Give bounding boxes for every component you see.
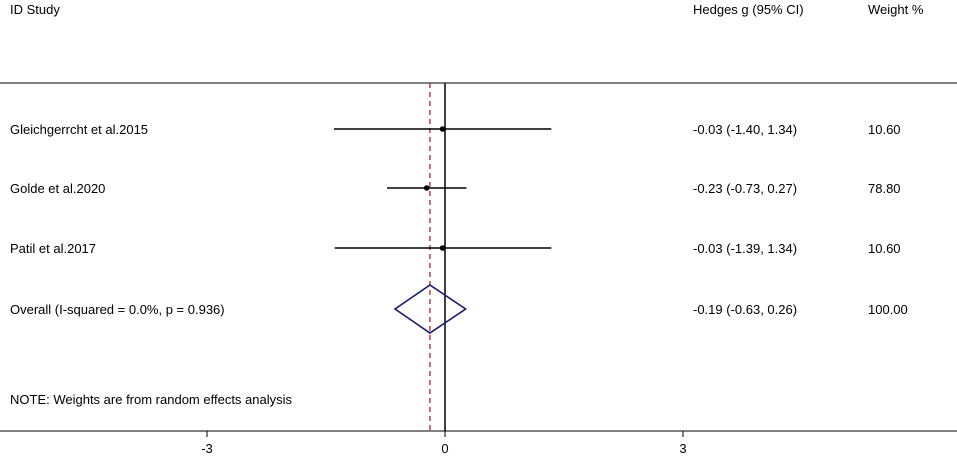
- study-point: [439, 245, 446, 251]
- study-ci-text: -0.03 (-1.39, 1.34): [693, 241, 797, 256]
- header-study: ID Study: [10, 2, 60, 17]
- study-weight: 78.80: [868, 181, 901, 196]
- study-point: [423, 185, 430, 191]
- study-label: Gleichgerrcht et al.2015: [10, 122, 148, 137]
- plot-marks: [206, 83, 684, 437]
- study-ci-text: -0.03 (-1.40, 1.34): [693, 122, 797, 137]
- study-weight: 10.60: [868, 122, 901, 137]
- overall-label: Overall (I-squared = 0.0%, p = 0.936): [10, 302, 225, 317]
- x-tick-label: 0: [441, 441, 448, 456]
- overall-weight: 100.00: [868, 302, 908, 317]
- overall-diamond: [393, 284, 468, 334]
- study-point: [439, 126, 446, 132]
- x-tick-label: -3: [201, 441, 213, 456]
- header-weight: Weight %: [868, 2, 924, 17]
- study-ci-text: -0.23 (-0.73, 0.27): [693, 181, 797, 196]
- x-tick-label: 3: [679, 441, 686, 456]
- study-label: Golde et al.2020: [10, 181, 105, 196]
- header-effect: Hedges g (95% CI): [693, 2, 804, 17]
- note-text: NOTE: Weights are from random effects an…: [10, 392, 293, 407]
- study-weight: 10.60: [868, 241, 901, 256]
- overall-ci-text: -0.19 (-0.63, 0.26): [693, 302, 797, 317]
- study-label: Patil et al.2017: [10, 241, 96, 256]
